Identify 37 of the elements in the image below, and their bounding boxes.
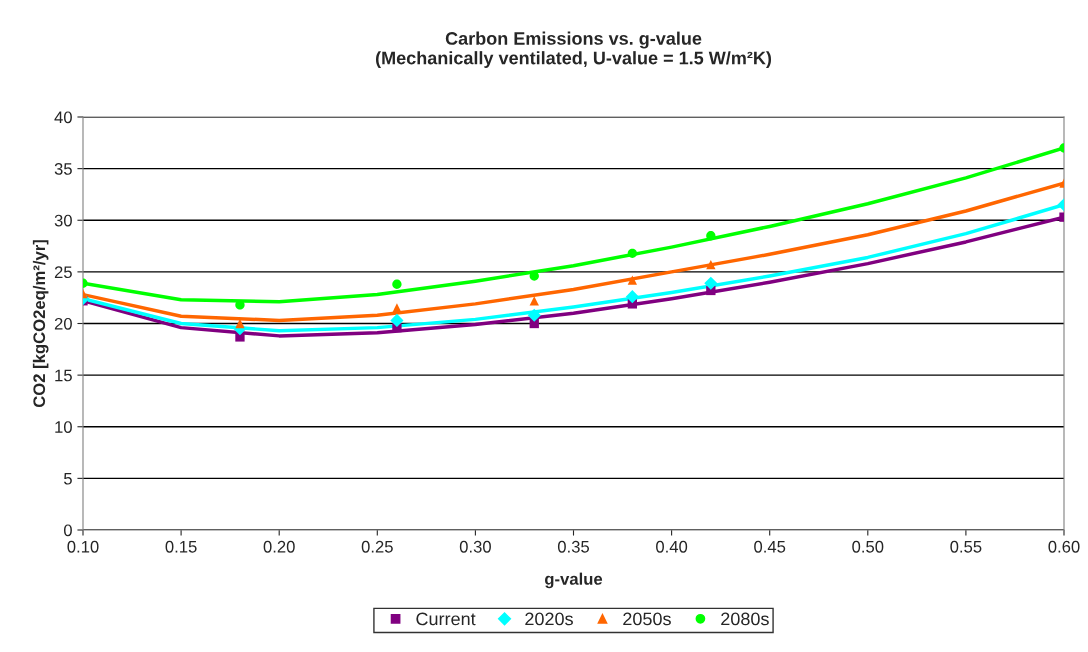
x-tick-label: 0.30 [459, 540, 491, 553]
point [706, 231, 716, 241]
x-tick-label: 0.15 [165, 540, 197, 553]
y-tick-label: 0 [63, 524, 72, 537]
y-tick-label: 30 [54, 214, 72, 227]
x-tick-label: 0.20 [263, 540, 295, 553]
point [706, 259, 716, 270]
y-tick-label: 40 [54, 111, 72, 124]
point [392, 303, 402, 313]
point [704, 276, 718, 290]
y-tick-label: 10 [55, 421, 72, 433]
point [392, 279, 402, 289]
x-tick-label: 0.55 [950, 540, 982, 553]
point [625, 290, 639, 304]
point [627, 275, 638, 285]
x-tick-label: 0.10 [67, 540, 99, 553]
x-tick-label: 0.50 [852, 540, 884, 553]
point [627, 248, 638, 258]
y-tick-label: 15 [55, 369, 72, 382]
x-tick-label: 0.25 [361, 540, 393, 553]
y-tick-label: 20 [54, 317, 72, 330]
x-tick-label: 0.60 [1048, 540, 1080, 553]
y-tick-label: 5 [63, 472, 72, 485]
x-axis-title: g-value [545, 572, 603, 589]
x-tick-label: 0.45 [754, 540, 786, 553]
legend-label: 2050s [623, 612, 671, 626]
x-tick-label: 0.35 [557, 540, 590, 553]
legend-label: Current [416, 612, 476, 626]
point [527, 308, 541, 322]
x-tick-label: 0.40 [656, 540, 688, 553]
legend-label: 2080s [721, 612, 769, 626]
point [390, 313, 404, 327]
chart-title: Carbon Emissions vs. g-value (Mechanically ventilated, U-value = 1.5 W/m²K) [376, 31, 772, 68]
y-tick-label: 35 [54, 163, 72, 175]
legend-label: 2020s [525, 612, 573, 626]
y-tick-label: 25 [54, 266, 72, 279]
y-axis-title: CO2 [kgCO2eq/m²/yr] [32, 240, 49, 408]
